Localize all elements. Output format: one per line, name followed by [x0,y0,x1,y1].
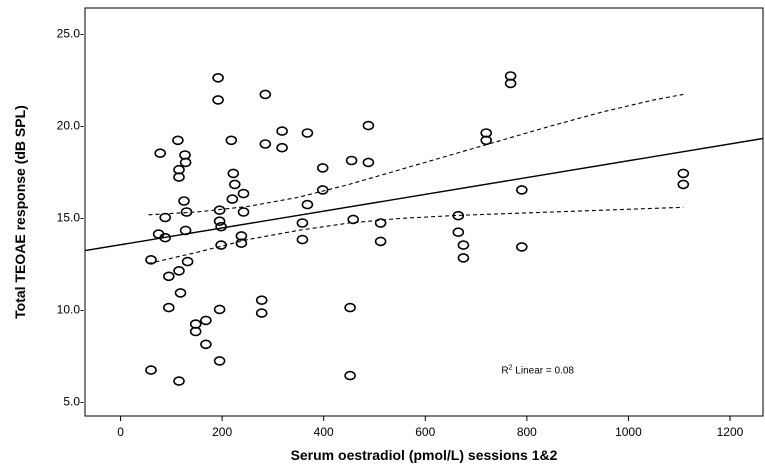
data-point [344,302,356,313]
y-tick-label: 10.0- [57,302,84,316]
data-point [189,326,202,337]
data-point [452,210,465,221]
data-point [347,214,360,225]
data-point [345,155,358,166]
x-tick-label: 600 [415,425,435,439]
r2-annotation: R2 Linear = 0.08 [501,365,574,377]
data-point [215,240,227,250]
data-point [227,168,240,179]
data-point [515,185,528,195]
data-point [163,271,175,282]
data-point [159,212,171,223]
plot-area-frame [84,7,764,417]
data-point [213,205,226,215]
data-point [677,168,690,179]
data-point [316,185,329,195]
data-point [181,256,194,267]
data-point [296,234,309,245]
ci-upper-line [148,93,684,216]
data-point [259,89,272,100]
data-point [374,218,387,228]
data-point [301,128,314,138]
fit-line [84,137,764,252]
data-point [259,139,272,149]
data-point [173,172,185,182]
data-point [172,135,184,146]
data-point [212,73,224,83]
data-point [178,196,190,206]
data-point [213,216,226,226]
data-point [504,78,517,89]
data-point [515,242,528,252]
data-point [173,376,185,386]
data-point [179,157,192,168]
data-point [235,238,248,248]
data-point [145,365,157,375]
y-tick-label: 20.0- [57,119,84,133]
data-point [213,356,226,366]
r2-superscript: 2 [509,365,513,372]
y-tick-label: 5.0- [63,394,84,408]
data-point [145,254,157,265]
data-point [237,207,250,217]
data-point [225,135,238,146]
data-point [154,148,166,158]
x-tick-label: 1200 [717,425,744,439]
x-tick-label: 1000 [615,425,642,439]
y-axis-title: Total TEOAE response (dB SPL) [12,105,28,319]
data-point [362,120,375,131]
data-point [226,194,239,204]
data-point [213,304,226,315]
data-point [296,218,309,228]
data-point [301,199,314,210]
data-point [452,227,465,237]
y-tick-label: 15.0- [57,211,84,225]
data-point [480,135,493,146]
data-point [316,163,329,173]
ci-lower-line [148,206,684,265]
data-point [374,236,387,247]
data-point [457,253,470,263]
data-point [362,157,375,168]
data-point [180,207,193,217]
data-point [276,142,288,153]
data-point [200,339,212,350]
data-point [179,225,192,236]
data-point [255,308,268,318]
points-layer [145,71,690,386]
x-tick-label: 0 [117,425,124,439]
data-point [237,188,250,199]
x-axis-ticks: 0 200 400 600 800 1000 1200 [117,416,744,439]
data-point [344,370,356,381]
data-point [215,221,227,232]
data-point [677,179,690,190]
data-point [229,179,241,190]
x-tick-label: 200 [212,425,232,439]
y-tick-label: 25.0- [57,27,84,41]
data-point [212,95,224,105]
data-point [255,295,268,306]
fit-layer [84,93,764,265]
y-axis-ticks: 5.0- 10.0- 15.0- 20.0- 25.0- [57,27,84,409]
data-point [174,288,187,298]
data-point [159,232,171,243]
r2-r: R [501,366,508,377]
r2-value: Linear = 0.08 [513,366,575,377]
x-tick-label: 800 [517,425,537,439]
x-tick-label: 400 [314,425,334,439]
x-axis-title: Serum oestradiol (pmol/L) sessions 1&2 [291,447,558,463]
data-point [200,315,212,326]
data-point [163,302,175,313]
data-point [173,265,185,276]
data-point [457,240,470,250]
data-point [276,126,288,136]
